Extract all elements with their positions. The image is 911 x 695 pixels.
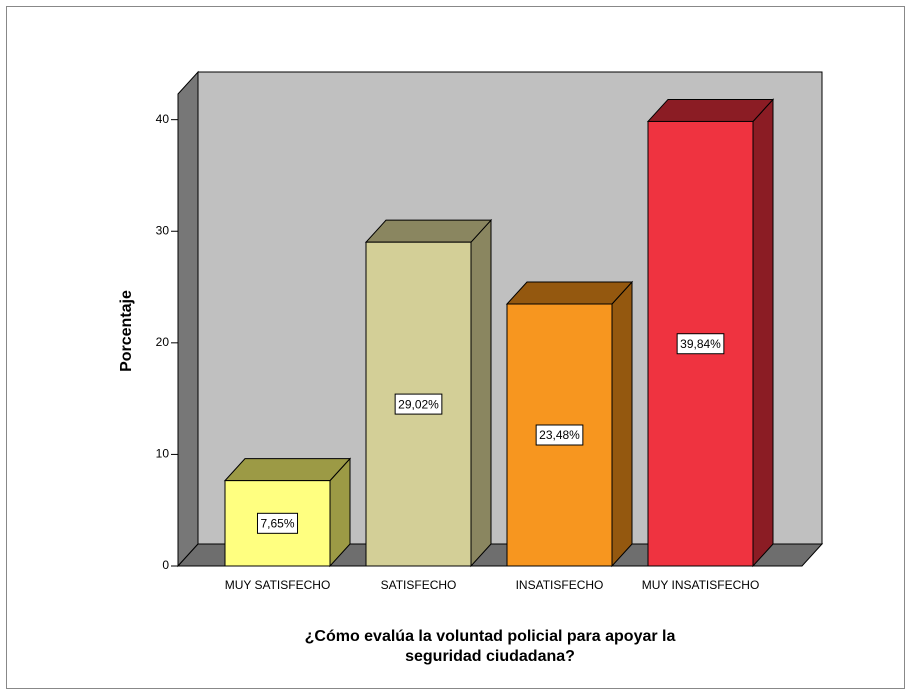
- y-tick-label: 40: [156, 112, 170, 126]
- x-axis-title: ¿Cómo evalúa la voluntad policial para a…: [305, 628, 676, 645]
- bar-side: [611, 280, 633, 568]
- value-label-box: [394, 393, 443, 415]
- y-axis-title: Porcentaje: [118, 290, 135, 372]
- side-wall: [177, 70, 199, 568]
- bar-top: [505, 281, 634, 305]
- bar-top: [364, 219, 493, 243]
- bar-top: [223, 458, 352, 482]
- bar-top: [646, 98, 775, 122]
- x-tick-label: SATISFECHO: [381, 578, 457, 592]
- x-tick-label: MUY SATISFECHO: [225, 578, 331, 592]
- value-label: 39,84%: [680, 337, 721, 351]
- y-tick-label: 0: [162, 558, 169, 572]
- value-label: 7,65%: [260, 516, 294, 530]
- x-tick-label: INSATISFECHO: [516, 578, 604, 592]
- value-label: 29,02%: [398, 397, 439, 411]
- value-label: 23,48%: [539, 428, 580, 442]
- y-tick-label: 30: [156, 223, 170, 237]
- x-axis-title: seguridad ciudadana?: [405, 648, 575, 665]
- y-tick-label: 20: [156, 335, 170, 349]
- bar-side: [470, 218, 492, 568]
- value-label-box: [256, 512, 299, 534]
- y-tick-label: 10: [156, 447, 170, 461]
- value-label-box: [535, 424, 584, 446]
- bar-side: [752, 98, 774, 568]
- value-label-box: [676, 333, 725, 355]
- x-tick-label: MUY INSATISFECHO: [642, 578, 760, 592]
